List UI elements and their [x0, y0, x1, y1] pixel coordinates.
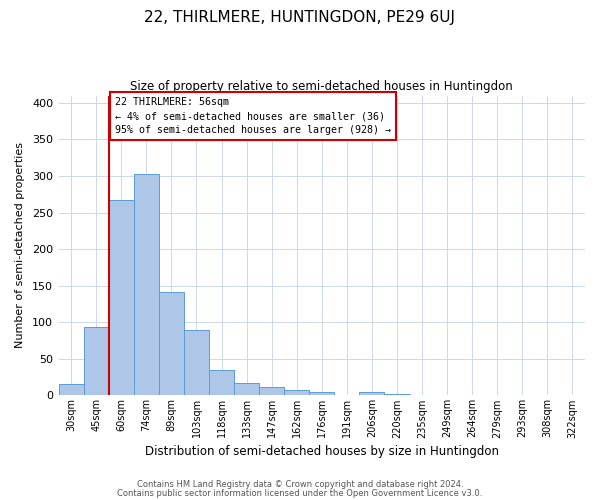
Bar: [109, 200, 134, 396]
Bar: [234, 383, 259, 396]
Bar: [83, 328, 109, 396]
Text: Contains HM Land Registry data © Crown copyright and database right 2024.: Contains HM Land Registry data © Crown c…: [137, 480, 463, 489]
Bar: [385, 394, 410, 396]
Bar: [209, 370, 234, 396]
X-axis label: Distribution of semi-detached houses by size in Huntingdon: Distribution of semi-detached houses by …: [145, 444, 499, 458]
Text: 22 THIRLMERE: 56sqm
← 4% of semi-detached houses are smaller (36)
95% of semi-de: 22 THIRLMERE: 56sqm ← 4% of semi-detache…: [115, 97, 391, 135]
Bar: [359, 392, 385, 396]
Bar: [59, 384, 83, 396]
Text: Contains public sector information licensed under the Open Government Licence v3: Contains public sector information licen…: [118, 488, 482, 498]
Bar: [159, 292, 184, 396]
Bar: [284, 390, 309, 396]
Bar: [184, 330, 209, 396]
Title: Size of property relative to semi-detached houses in Huntingdon: Size of property relative to semi-detach…: [130, 80, 513, 93]
Bar: [309, 392, 334, 396]
Text: 22, THIRLMERE, HUNTINGDON, PE29 6UJ: 22, THIRLMERE, HUNTINGDON, PE29 6UJ: [145, 10, 455, 25]
Bar: [259, 386, 284, 396]
Bar: [134, 174, 159, 396]
Y-axis label: Number of semi-detached properties: Number of semi-detached properties: [15, 142, 25, 348]
